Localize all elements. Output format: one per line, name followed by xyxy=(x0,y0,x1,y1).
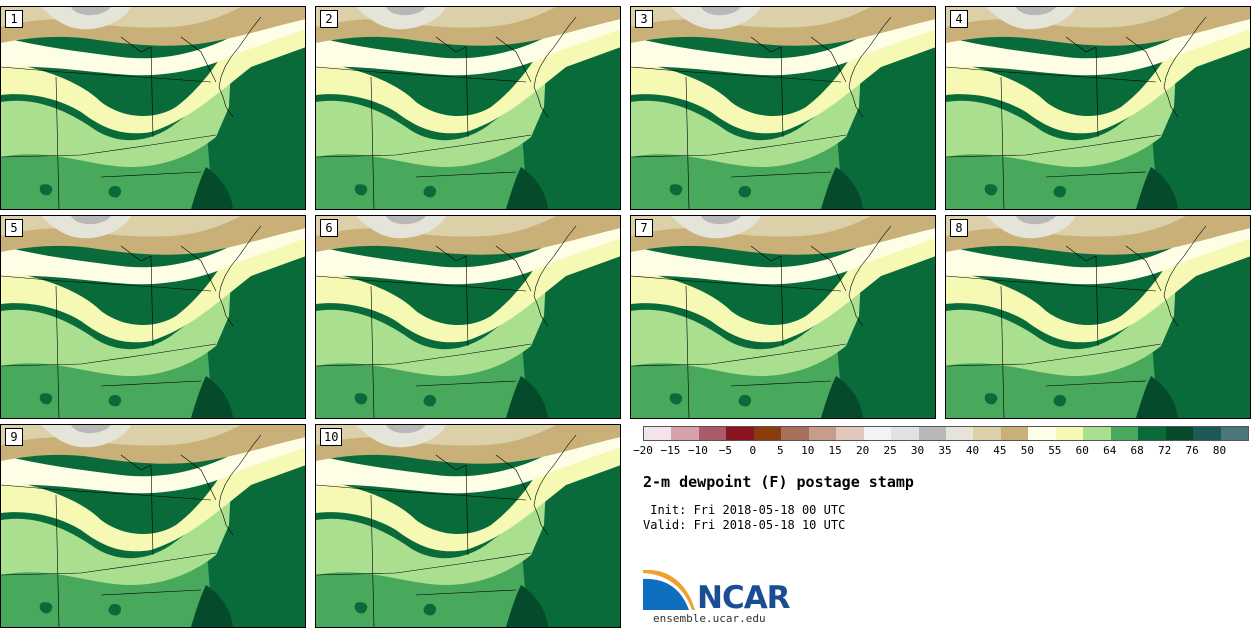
tick-label: 50 xyxy=(1020,444,1034,457)
tick-label: 45 xyxy=(993,444,1007,457)
dewpoint-map xyxy=(316,216,620,418)
colorbar-swatch-13 xyxy=(1000,427,1029,440)
member-label: 2 xyxy=(320,10,338,28)
colorbar-swatch-1 xyxy=(671,427,699,440)
dewpoint-map xyxy=(1,425,305,627)
tick-label: 76 xyxy=(1185,444,1199,457)
colorbar-swatch-11 xyxy=(945,427,974,440)
member-label: 8 xyxy=(950,219,968,237)
tick-label: 30 xyxy=(910,444,925,457)
dewpoint-map xyxy=(1,216,305,418)
colorbar-swatch-4 xyxy=(753,427,782,440)
ncar-logo-icon xyxy=(643,570,695,610)
colorbar-swatch-14 xyxy=(1028,427,1056,440)
colorbar-swatch-15 xyxy=(1055,427,1084,440)
dewpoint-map xyxy=(316,425,620,627)
member-label: 4 xyxy=(950,10,968,28)
panel-1: 1 xyxy=(0,6,306,210)
panel-6: 6 xyxy=(315,215,621,419)
colorbar-swatch-19 xyxy=(1165,427,1194,440)
init-time: Init: Fri 2018-05-18 00 UTC xyxy=(643,503,846,517)
colorbar-swatch-6 xyxy=(808,427,837,440)
colorbar-swatch-18 xyxy=(1138,427,1166,440)
colorbar-swatch-17 xyxy=(1110,427,1139,440)
panel-5: 5 xyxy=(0,215,306,419)
member-label: 3 xyxy=(635,10,653,28)
panel-2: 2 xyxy=(315,6,621,210)
tick-label: 5 xyxy=(776,444,784,457)
member-label: 10 xyxy=(320,428,343,446)
tick-label: 64 xyxy=(1103,444,1117,457)
tick-label: −20 xyxy=(633,444,653,457)
dewpoint-map xyxy=(631,216,935,418)
member-label: 5 xyxy=(5,219,23,237)
logo-text: NCAR xyxy=(697,580,791,616)
colorbar-swatch-12 xyxy=(973,427,1001,440)
colorbar-swatch-0 xyxy=(644,427,672,440)
colorbar-swatch-5 xyxy=(781,427,809,440)
member-label: 1 xyxy=(5,10,23,28)
tick-label: 0 xyxy=(749,444,757,457)
tick-label: 72 xyxy=(1158,444,1172,457)
member-label: 9 xyxy=(5,428,23,446)
colorbar xyxy=(643,426,1249,441)
colorbar-swatch-8 xyxy=(863,427,892,440)
tick-label: 68 xyxy=(1130,444,1144,457)
valid-time: Valid: Fri 2018-05-18 10 UTC xyxy=(643,518,846,532)
dewpoint-map xyxy=(946,7,1250,209)
tick-label: 35 xyxy=(938,444,952,457)
page-title: 2-m dewpoint (F) postage stamp xyxy=(643,473,914,491)
colorbar-swatch-20 xyxy=(1193,427,1221,440)
colorbar-swatch-3 xyxy=(726,427,754,440)
colorbar-ticks: −20 −15 −10 −5 0 5 10 15 20 25 30 35 40 45 50 55 60 64 68 7… xyxy=(633,444,1247,460)
tick-label: −15 xyxy=(660,444,681,457)
tick-label: −10 xyxy=(687,444,708,457)
panel-10: 10 xyxy=(315,424,621,628)
site-url: ensemble.ucar.edu xyxy=(653,612,766,625)
dewpoint-map xyxy=(1,7,305,209)
tick-label: 15 xyxy=(828,444,842,457)
colorbar-swatch-7 xyxy=(836,427,864,440)
colorbar-swatch-21 xyxy=(1220,427,1248,440)
colorbar-swatch-10 xyxy=(918,427,946,440)
panel-7: 7 xyxy=(630,215,936,419)
dewpoint-map xyxy=(946,216,1250,418)
tick-label: 40 xyxy=(965,444,980,457)
tick-label: 60 xyxy=(1075,444,1089,457)
colorbar-swatch-9 xyxy=(891,427,919,440)
member-label: 6 xyxy=(320,219,338,237)
colorbar-swatch-16 xyxy=(1083,427,1111,440)
panel-8: 8 xyxy=(945,215,1251,419)
tick-label: 10 xyxy=(801,444,815,457)
tick-label: −5 xyxy=(718,444,732,457)
dewpoint-map xyxy=(316,7,620,209)
panel-4: 4 xyxy=(945,6,1251,210)
dewpoint-map xyxy=(631,7,935,209)
panel-3: 3 xyxy=(630,6,936,210)
tick-label: 80 xyxy=(1212,444,1227,457)
colorbar-swatch-2 xyxy=(698,427,727,440)
tick-label: 25 xyxy=(883,444,897,457)
tick-label: 20 xyxy=(856,444,870,457)
member-label: 7 xyxy=(635,219,653,237)
panel-9: 9 xyxy=(0,424,306,628)
tick-label: 55 xyxy=(1048,444,1062,457)
